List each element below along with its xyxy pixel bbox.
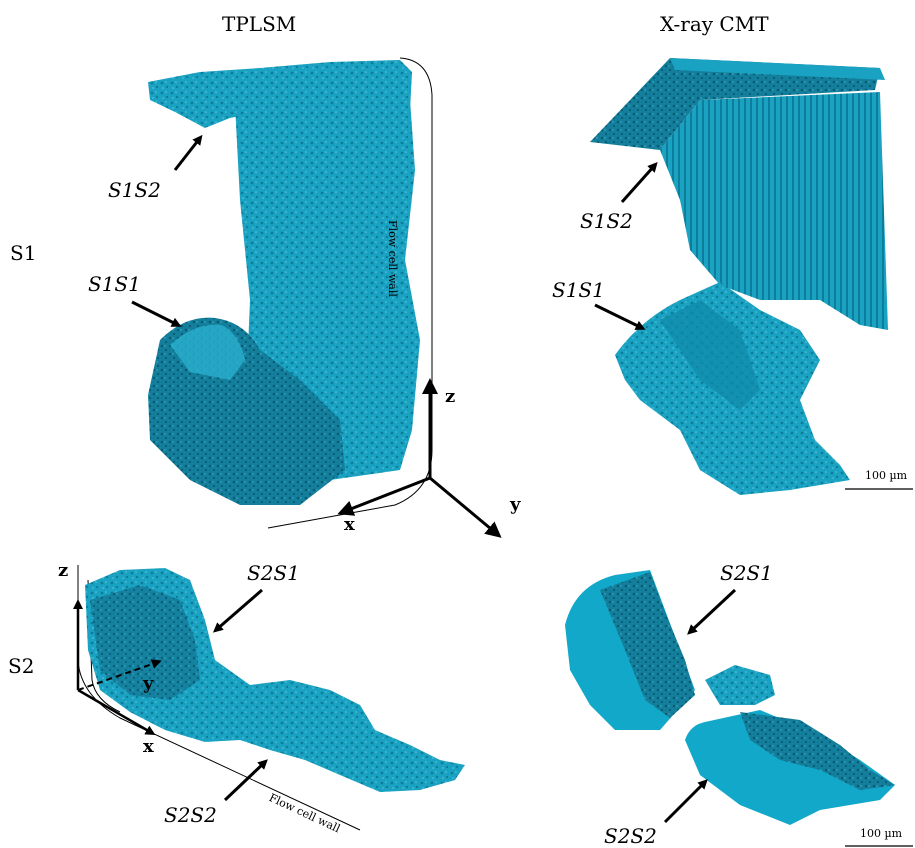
annotation-tl-s1s1: S1S1 (88, 272, 141, 296)
axis-label-x-bottom: x (143, 736, 154, 757)
axis-label-y-bottom: y (143, 673, 154, 694)
tplsm-s2-render (77, 565, 465, 831)
axis-label-x-top: x (344, 514, 355, 535)
annotation-br-s2s2: S2S2 (604, 824, 657, 848)
flow-cell-wall-label-top: Flow cell wall (386, 220, 399, 297)
axes-top (337, 378, 502, 538)
arrow-tl-s1s1 (131, 300, 182, 327)
arrow-tr-s1s1 (594, 303, 646, 330)
flow-cell-wall-line (267, 57, 433, 529)
row-label-s2: S2 (8, 654, 35, 678)
axes-bottom (73, 599, 162, 736)
xray-s1-render (590, 58, 888, 495)
scale-label-top: 100 µm (865, 469, 908, 482)
arrow-bl-s2s2 (223, 759, 268, 802)
annotation-tr-s1s2: S1S2 (580, 209, 633, 233)
column-title-tplsm: TPLSM (222, 12, 297, 36)
arrow-bl-s2s1 (212, 588, 263, 633)
annotation-br-s2s1: S2S1 (720, 561, 773, 585)
axis-label-z-top: z (445, 386, 456, 407)
scale-label-bottom: 100 µm (860, 827, 903, 840)
axis-label-z-bottom: z (58, 560, 69, 581)
arrow-tr-s1s2 (620, 162, 658, 203)
annotation-tl-s1s2: S1S2 (108, 178, 161, 202)
annotation-bl-s2s1: S2S1 (247, 561, 300, 585)
xray-s2-render (565, 570, 895, 825)
column-title-xray-cmt: X-ray CMT (660, 12, 769, 36)
tplsm-s1-render (148, 57, 433, 529)
arrow-tl-s1s2 (173, 134, 203, 171)
arrow-br-s2s1 (687, 588, 737, 635)
axis-label-y-top: y (510, 494, 521, 515)
arrow-br-s2s2 (663, 779, 708, 824)
annotation-bl-s2s2: S2S2 (164, 803, 217, 827)
annotation-tr-s1s1: S1S1 (552, 278, 605, 302)
row-label-s1: S1 (10, 241, 37, 265)
